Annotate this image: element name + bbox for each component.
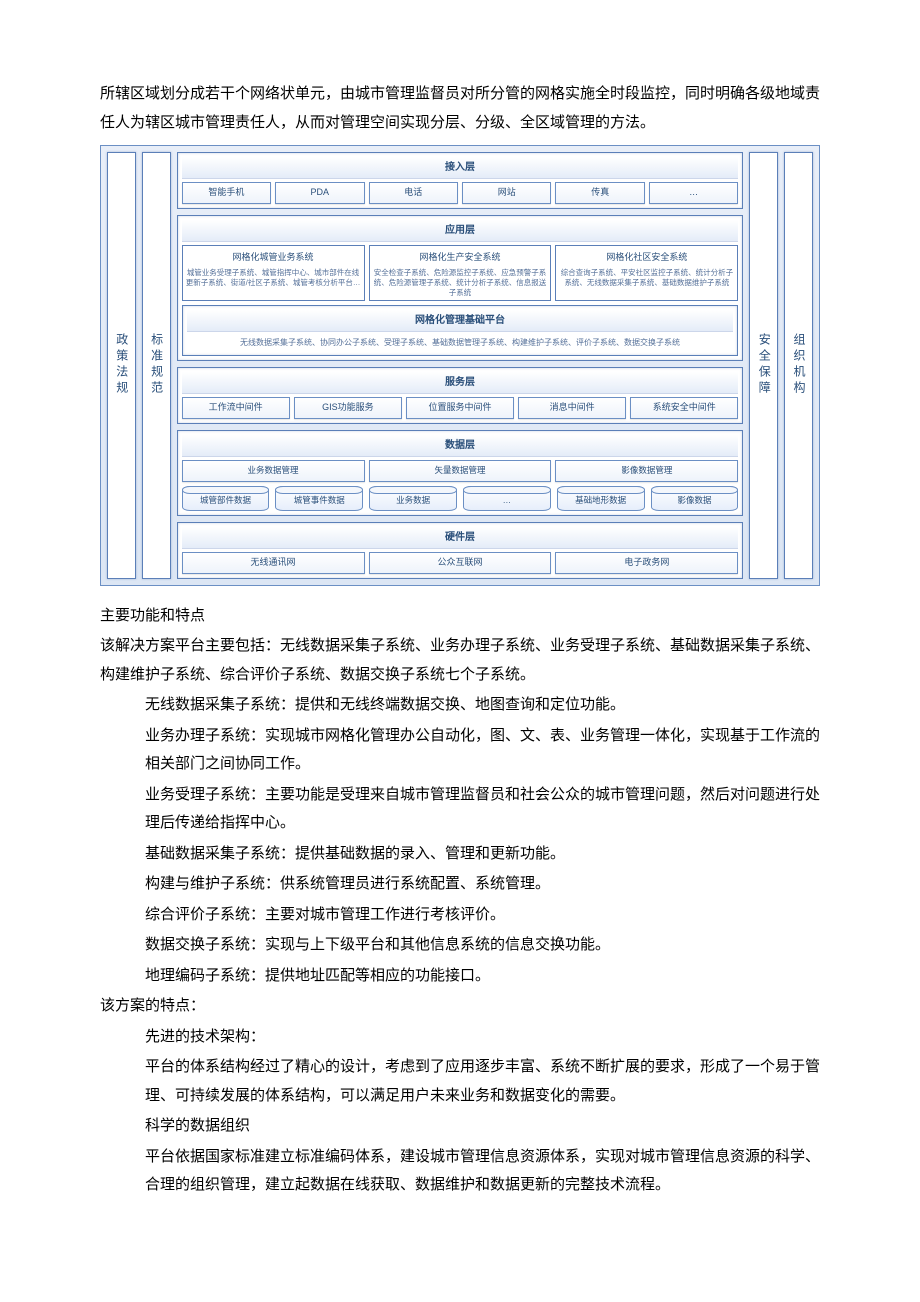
app-platform-body: 无线数据采集子系统、协同办公子系统、受理子系统、基础数据管理子系统、构建维护子系… xyxy=(187,335,734,350)
data-layer-title: 数据层 xyxy=(182,435,739,457)
access-item: 网站 xyxy=(462,182,551,204)
app-platform: 网格化管理基础平台 无线数据采集子系统、协同办公子系统、受理子系统、基础数据管理… xyxy=(182,305,739,355)
app-sub-body: 安全检查子系统、危险源监控子系统、应急预警子系统、危险源管理子系统、统计分析子系… xyxy=(373,268,548,297)
data-mgmt-item: 矢量数据管理 xyxy=(369,460,552,482)
access-item: 电话 xyxy=(369,182,458,204)
section-title-features: 主要功能和特点 xyxy=(100,602,820,631)
subsystem-item: 数据交换子系统：实现与上下级平台和其他信息系统的信息交换功能。 xyxy=(145,931,820,960)
hw-item: 公众互联网 xyxy=(369,552,552,574)
data-mgmt-item: 业务数据管理 xyxy=(182,460,365,482)
access-item: … xyxy=(649,182,738,204)
app-subsystem: 网格化城管业务系统 城管业务受理子系统、城管指挥中心、城市部件在线更新子系统、街… xyxy=(182,245,365,301)
characteristics-list: 先进的技术架构： 平台的体系结构经过了精心的设计，考虑到了应用逐步丰富、系统不断… xyxy=(100,1023,820,1200)
feature-body: 平台依据国家标准建立标准编码体系，建设城市管理信息资源体系，实现对城市管理信息资… xyxy=(145,1143,820,1200)
feature-body: 平台的体系结构经过了精心的设计，考虑到了应用逐步丰富、系统不断扩展的要求，形成了… xyxy=(145,1053,820,1110)
hw-item: 电子政务网 xyxy=(555,552,738,574)
access-item: PDA xyxy=(275,182,364,204)
access-item: 智能手机 xyxy=(182,182,271,204)
service-item: 消息中间件 xyxy=(518,397,626,419)
app-sub-body: 城管业务受理子系统、城管指挥中心、城市部件在线更新子系统、街道/社区子系统、城管… xyxy=(186,268,361,288)
app-subsystem: 网格化社区安全系统 综合查询子系统、平安社区监控子系统、统计分析子系统、无线数据… xyxy=(555,245,738,301)
data-cylinder: 城管部件数据 xyxy=(182,486,270,511)
subsystem-item: 业务办理子系统：实现城市网格化管理办公自动化，图、文、表、业务管理一体化，实现基… xyxy=(145,722,820,779)
app-sub-title: 网格化生产安全系统 xyxy=(373,249,548,266)
app-subsystem: 网格化生产安全系统 安全检查子系统、危险源监控子系统、应急预警子系统、危险源管理… xyxy=(369,245,552,301)
feature-heading: 科学的数据组织 xyxy=(145,1112,820,1141)
app-layer: 应用层 网格化城管业务系统 城管业务受理子系统、城管指挥中心、城市部件在线更新子… xyxy=(177,215,744,361)
access-layer: 接入层 智能手机 PDA 电话 网站 传真 … xyxy=(177,152,744,209)
subsystem-list: 无线数据采集子系统：提供和无线终端数据交换、地图查询和定位功能。 业务办理子系统… xyxy=(100,691,820,990)
architecture-diagram: 政策法规 标准规范 接入层 智能手机 PDA 电话 网站 传真 … 应用层 网格… xyxy=(100,145,820,586)
features-overview: 该解决方案平台主要包括：无线数据采集子系统、业务办理子系统、业务受理子系统、基础… xyxy=(100,632,820,689)
section-title-characteristics: 该方案的特点： xyxy=(100,992,820,1021)
hardware-layer-title: 硬件层 xyxy=(182,527,739,549)
service-item: 工作流中间件 xyxy=(182,397,290,419)
access-item: 传真 xyxy=(555,182,644,204)
right-col-org: 组织机构 xyxy=(784,152,813,579)
data-layer: 数据层 业务数据管理 矢量数据管理 影像数据管理 城管部件数据 城管事件数据 业… xyxy=(177,430,744,516)
data-cylinder: 业务数据 xyxy=(369,486,457,511)
app-sub-title: 网格化社区安全系统 xyxy=(559,249,734,266)
data-cylinder: 基础地形数据 xyxy=(557,486,645,511)
subsystem-item: 无线数据采集子系统：提供和无线终端数据交换、地图查询和定位功能。 xyxy=(145,691,820,720)
data-cylinder: 城管事件数据 xyxy=(275,486,363,511)
hardware-layer: 硬件层 无线通讯网 公众互联网 电子政务网 xyxy=(177,522,744,579)
feature-heading: 先进的技术架构： xyxy=(145,1023,820,1052)
app-sub-body: 综合查询子系统、平安社区监控子系统、统计分析子系统、无线数据采集子系统、基础数据… xyxy=(559,268,734,288)
intro-paragraph: 所辖区域划分成若干个网络状单元，由城市管理监督员对所分管的网格实施全时段监控，同… xyxy=(100,80,820,137)
service-item: 系统安全中间件 xyxy=(630,397,738,419)
data-cylinder: … xyxy=(463,486,551,511)
service-item: GIS功能服务 xyxy=(294,397,402,419)
access-layer-title: 接入层 xyxy=(182,157,739,179)
subsystem-item: 综合评价子系统：主要对城市管理工作进行考核评价。 xyxy=(145,901,820,930)
subsystem-item: 地理编码子系统：提供地址匹配等相应的功能接口。 xyxy=(145,962,820,991)
subsystem-item: 基础数据采集子系统：提供基础数据的录入、管理和更新功能。 xyxy=(145,840,820,869)
app-platform-title: 网格化管理基础平台 xyxy=(187,310,734,332)
service-layer-title: 服务层 xyxy=(182,372,739,394)
hw-item: 无线通讯网 xyxy=(182,552,365,574)
subsystem-item: 业务受理子系统：主要功能是受理来自城市管理监督员和社会公众的城市管理问题，然后对… xyxy=(145,781,820,838)
service-item: 位置服务中间件 xyxy=(406,397,514,419)
right-col-security: 安全保障 xyxy=(749,152,778,579)
subsystem-item: 构建与维护子系统：供系统管理员进行系统配置、系统管理。 xyxy=(145,870,820,899)
app-sub-title: 网格化城管业务系统 xyxy=(186,249,361,266)
data-cylinder: 影像数据 xyxy=(651,486,739,511)
left-col-standard: 标准规范 xyxy=(142,152,171,579)
data-mgmt-item: 影像数据管理 xyxy=(555,460,738,482)
app-layer-title: 应用层 xyxy=(182,220,739,242)
left-col-policy: 政策法规 xyxy=(107,152,136,579)
service-layer: 服务层 工作流中间件 GIS功能服务 位置服务中间件 消息中间件 系统安全中间件 xyxy=(177,367,744,424)
